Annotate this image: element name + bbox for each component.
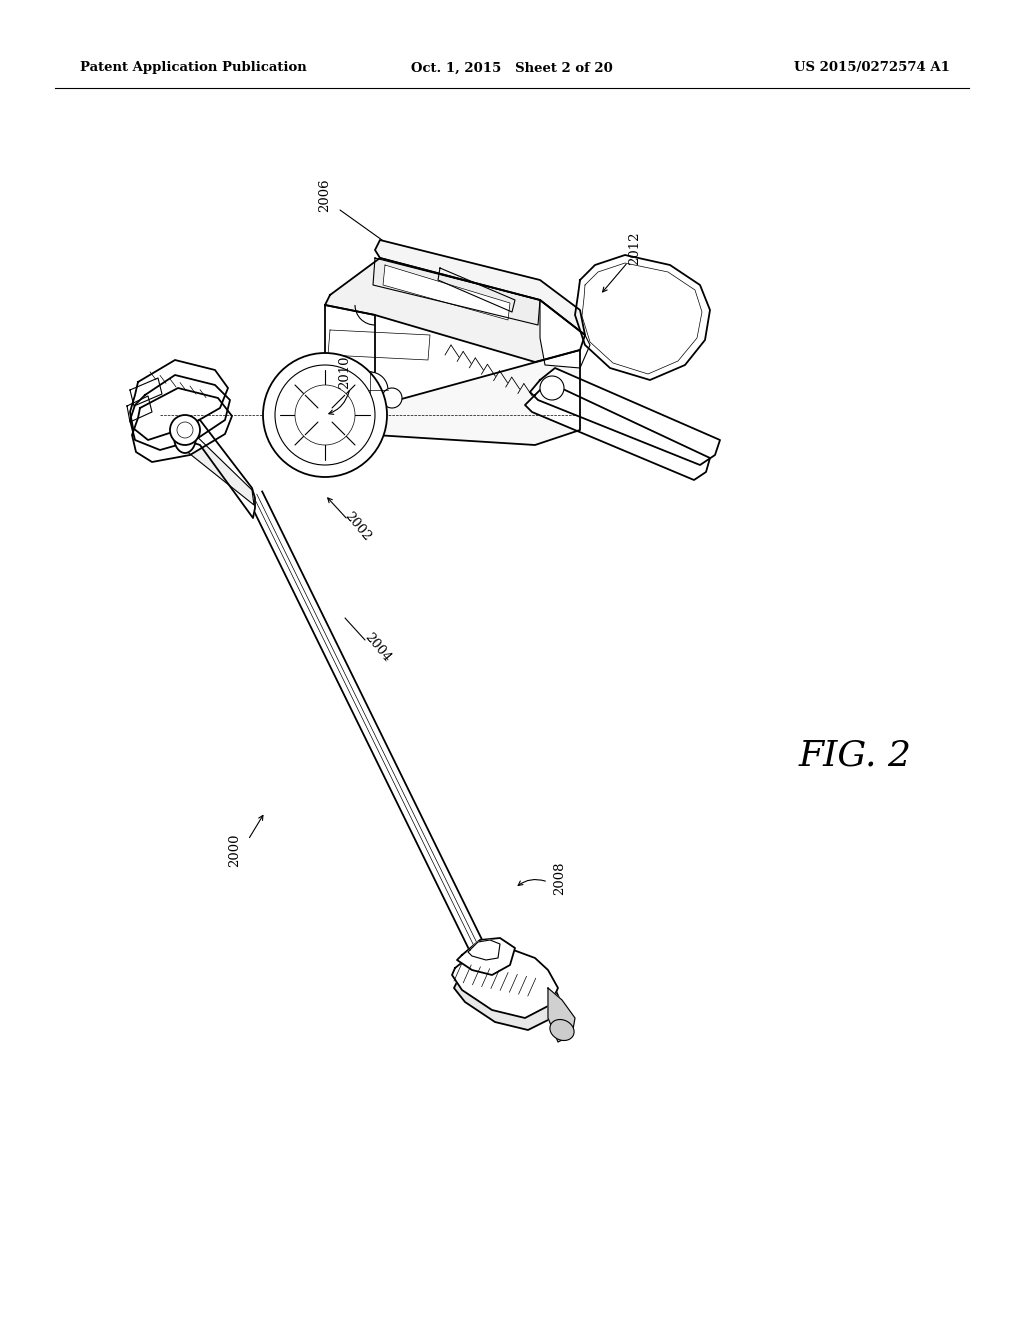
Polygon shape — [130, 378, 162, 407]
Polygon shape — [180, 420, 255, 517]
Polygon shape — [438, 268, 515, 312]
Polygon shape — [127, 396, 152, 422]
Polygon shape — [373, 257, 540, 325]
Polygon shape — [175, 425, 254, 506]
Polygon shape — [375, 240, 585, 335]
Text: 2006: 2006 — [318, 178, 332, 211]
Text: 2000: 2000 — [228, 833, 242, 867]
Text: 2012: 2012 — [629, 231, 641, 265]
Circle shape — [540, 376, 564, 400]
Text: US 2015/0272574 A1: US 2015/0272574 A1 — [795, 62, 950, 74]
Polygon shape — [525, 381, 710, 480]
Polygon shape — [132, 388, 232, 462]
Polygon shape — [457, 939, 515, 975]
Circle shape — [382, 388, 402, 408]
Polygon shape — [548, 987, 575, 1041]
Circle shape — [263, 352, 387, 477]
Circle shape — [275, 366, 375, 465]
Ellipse shape — [174, 421, 196, 453]
Text: 2002: 2002 — [342, 510, 374, 544]
Polygon shape — [540, 300, 590, 368]
Polygon shape — [575, 255, 710, 380]
Polygon shape — [452, 948, 558, 1018]
Polygon shape — [328, 330, 430, 360]
Polygon shape — [325, 257, 585, 362]
Polygon shape — [530, 368, 720, 465]
Circle shape — [295, 385, 355, 445]
Polygon shape — [350, 370, 372, 388]
Circle shape — [360, 380, 380, 400]
Text: Oct. 1, 2015   Sheet 2 of 20: Oct. 1, 2015 Sheet 2 of 20 — [411, 62, 613, 74]
Polygon shape — [468, 940, 500, 960]
Polygon shape — [325, 305, 375, 430]
Text: 2008: 2008 — [554, 861, 566, 895]
Text: Patent Application Publication: Patent Application Publication — [80, 62, 307, 74]
Text: 2010: 2010 — [339, 355, 351, 389]
Text: FIG. 2: FIG. 2 — [799, 738, 911, 772]
Polygon shape — [454, 960, 560, 1030]
Polygon shape — [130, 375, 230, 450]
Ellipse shape — [550, 1019, 574, 1040]
Polygon shape — [582, 263, 702, 374]
Polygon shape — [325, 350, 580, 445]
Circle shape — [177, 422, 193, 438]
Circle shape — [352, 372, 388, 408]
Polygon shape — [130, 360, 228, 440]
Text: 2004: 2004 — [362, 631, 394, 665]
Circle shape — [170, 414, 200, 445]
Polygon shape — [383, 265, 510, 319]
